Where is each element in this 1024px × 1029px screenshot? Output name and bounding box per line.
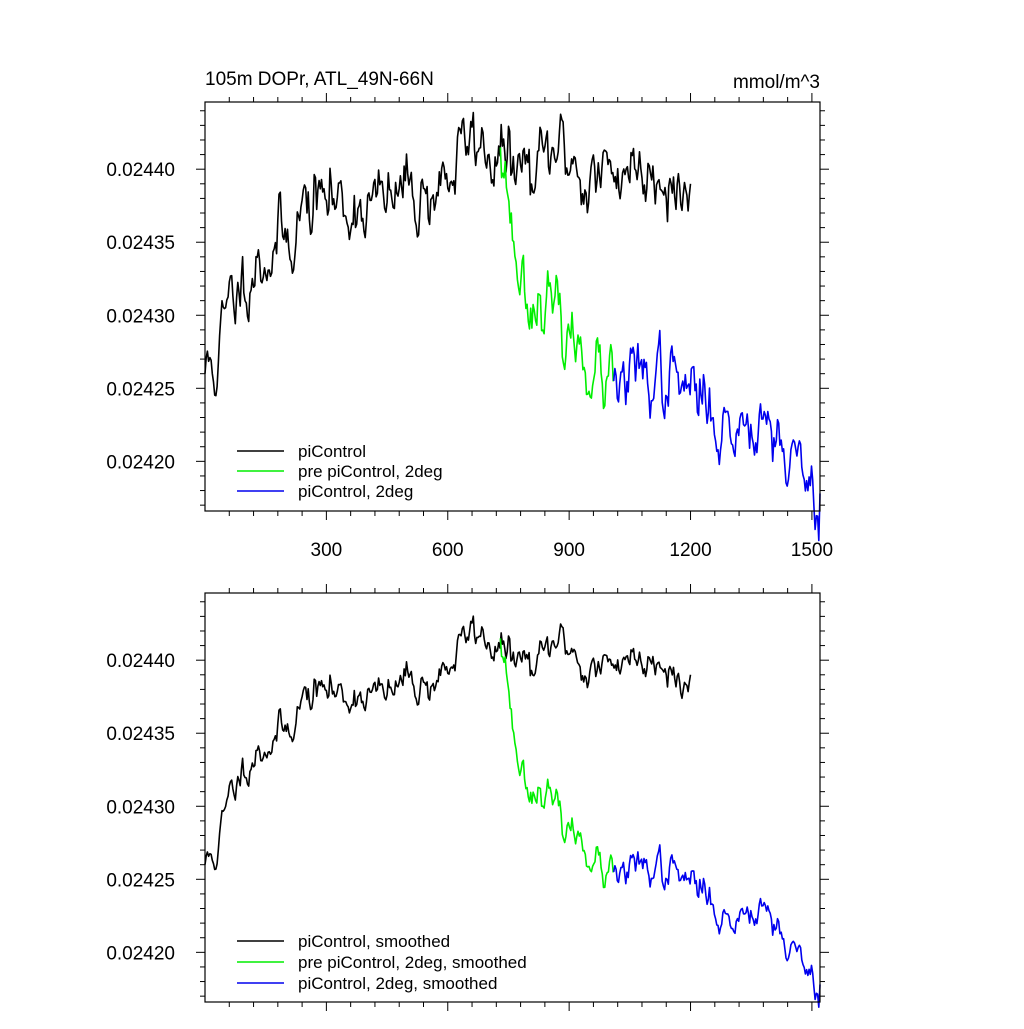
series-line-picontrol: [204, 111, 692, 397]
series-line-picontrol-smoothed: [204, 615, 692, 871]
top-legend: piControl pre piControl, 2deg piControl,…: [237, 442, 443, 501]
bottom-panel: 0.02420 0.02425 0.02430 0.02435 0.02440 piCo…: [106, 584, 829, 1011]
top-plot-frame: [204, 101, 821, 512]
legend-label-picontrol-2deg-smoothed: piControl, 2deg, smoothed: [298, 974, 497, 993]
series-line-pre-picontrol-2deg-smoothed: [499, 638, 614, 889]
top-axis-layer: 300 600 900 1200 1500 0.02420 0.02425 0.02430 0.…: [106, 93, 833, 561]
y-tick-label: 0.02440: [106, 160, 175, 181]
series-line-pre-picontrol-2deg: [499, 147, 614, 410]
x-tick-label: 1500: [791, 540, 833, 561]
y-tick-label: 0.02430: [106, 797, 175, 818]
x-tick-label: 1200: [669, 540, 711, 561]
x-tick-label: 900: [553, 540, 585, 561]
x-tick-label: 600: [432, 540, 464, 561]
y-tick-label: 0.02440: [106, 651, 175, 672]
x-tick-label: 300: [311, 540, 343, 561]
legend-label-pre-picontrol-2deg-smoothed: pre piControl, 2deg, smoothed: [298, 953, 527, 972]
bottom-axis-layer: 0.02420 0.02425 0.02430 0.02435 0.02440: [106, 584, 829, 1011]
top-series-layer: [204, 111, 821, 542]
top-panel: 105m DOPr, ATL_49N-66N mmol/m^3 300 600 90…: [106, 69, 833, 561]
series-line-picontrol-2deg-smoothed: [612, 844, 821, 1009]
y-tick-label: 0.02420: [106, 452, 175, 473]
y-tick-label: 0.02430: [106, 306, 175, 327]
y-tick-label: 0.02425: [106, 379, 175, 400]
bottom-plot-frame: [204, 592, 821, 1003]
y-tick-label: 0.02435: [106, 724, 175, 745]
legend-label-pre-picontrol-2deg: pre piControl, 2deg: [298, 462, 443, 481]
bottom-series-layer: [204, 615, 821, 1009]
units-label: mmol/m^3: [733, 72, 820, 93]
legend-label-picontrol: piControl: [298, 442, 366, 461]
legend-label-picontrol-2deg: piControl, 2deg: [298, 482, 413, 501]
y-tick-label: 0.02435: [106, 233, 175, 254]
y-tick-label: 0.02420: [106, 943, 175, 964]
y-tick-label: 0.02425: [106, 870, 175, 891]
bottom-legend: piControl, smoothed pre piControl, 2deg,…: [237, 932, 527, 993]
series-line-picontrol-2deg: [612, 329, 821, 542]
legend-label-picontrol-smoothed: piControl, smoothed: [298, 932, 450, 951]
chart-title: 105m DOPr, ATL_49N-66N: [205, 69, 434, 90]
